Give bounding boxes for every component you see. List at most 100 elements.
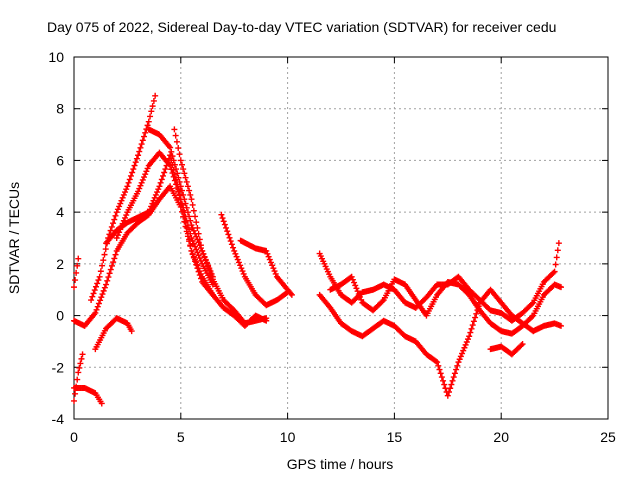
data-point [187, 217, 194, 224]
data-point [173, 166, 180, 173]
data-point [144, 165, 151, 172]
data-point [167, 162, 174, 169]
data-point [356, 293, 363, 300]
data-point [182, 174, 189, 181]
data-point [97, 297, 104, 304]
axis-ticks [73, 56, 609, 420]
data-point [95, 277, 102, 284]
data-point [137, 182, 144, 189]
data-point [218, 211, 225, 218]
x-tick-label: 0 [70, 429, 78, 445]
data-point [182, 200, 189, 207]
y-tick-label: 0 [56, 308, 64, 324]
data-point [194, 224, 201, 231]
data-point [116, 229, 123, 236]
data-point [190, 254, 197, 261]
data-point [195, 268, 202, 275]
data-point [239, 268, 246, 275]
data-point [455, 359, 462, 366]
data-point [98, 400, 105, 407]
data-point [193, 219, 200, 226]
data-point [93, 306, 100, 313]
data-point [75, 255, 82, 262]
data-point [78, 355, 85, 362]
data-point [434, 359, 441, 366]
data-point [100, 287, 107, 294]
data-point [103, 281, 110, 288]
data-point [180, 191, 187, 198]
data-point [197, 242, 204, 249]
data-point [348, 273, 355, 280]
data-point [462, 341, 469, 348]
data-point [551, 268, 558, 275]
data-point [95, 300, 102, 307]
data-point [118, 223, 125, 230]
plot-frame [73, 56, 609, 420]
data-point [150, 197, 157, 204]
data-point [184, 183, 191, 190]
y-tick-label: 4 [56, 204, 64, 220]
data-point [98, 294, 105, 301]
data-point [438, 374, 445, 381]
data-point [196, 236, 203, 243]
data-point [231, 247, 238, 254]
data-point [183, 178, 190, 185]
data-point [263, 315, 270, 322]
data-point [550, 269, 557, 276]
data-point [237, 262, 244, 269]
data-point [138, 141, 145, 148]
data-point [141, 133, 148, 140]
data-point [122, 189, 129, 196]
data-point [192, 213, 199, 220]
data-point [71, 397, 77, 404]
data-point [129, 169, 136, 176]
data-point [264, 250, 271, 257]
data-point [519, 341, 526, 348]
data-point [101, 284, 108, 291]
data-point [552, 261, 559, 268]
data-point [126, 176, 133, 183]
data-point [457, 353, 464, 360]
data-point [106, 270, 113, 277]
data-point [558, 284, 565, 291]
data-point [529, 300, 536, 307]
data-point [114, 232, 121, 239]
data-point [201, 254, 208, 261]
data-point [189, 201, 196, 208]
data-point [440, 377, 447, 384]
data-point [94, 280, 101, 287]
data-point [73, 383, 80, 390]
x-tick-label: 15 [387, 429, 403, 445]
data-point [450, 374, 457, 381]
data-point [288, 291, 295, 298]
data-point [171, 161, 178, 168]
data-point [151, 194, 158, 201]
data-point [89, 293, 96, 300]
data-point [194, 249, 201, 256]
data-point [111, 216, 118, 223]
data-point [272, 270, 279, 277]
data-point [196, 255, 203, 262]
data-point [73, 269, 80, 276]
data-point [88, 297, 95, 304]
series-sat-p [487, 341, 526, 358]
data-point [77, 360, 84, 367]
data-point [171, 177, 178, 184]
data-point [266, 256, 273, 263]
data-point [162, 166, 169, 173]
data-point [94, 303, 101, 310]
data-point [127, 172, 134, 179]
data-point [116, 203, 123, 210]
data-point [175, 174, 182, 181]
data-point [148, 108, 155, 115]
data-point [466, 333, 473, 340]
y-tick-label: -2 [52, 359, 65, 375]
data-point [177, 157, 184, 164]
y-tick-label: -4 [52, 411, 65, 427]
data-point [181, 170, 188, 177]
data-point [132, 159, 139, 166]
data-point [175, 188, 182, 195]
data-point [232, 250, 239, 257]
data-point [180, 166, 187, 173]
data-point [456, 356, 463, 363]
